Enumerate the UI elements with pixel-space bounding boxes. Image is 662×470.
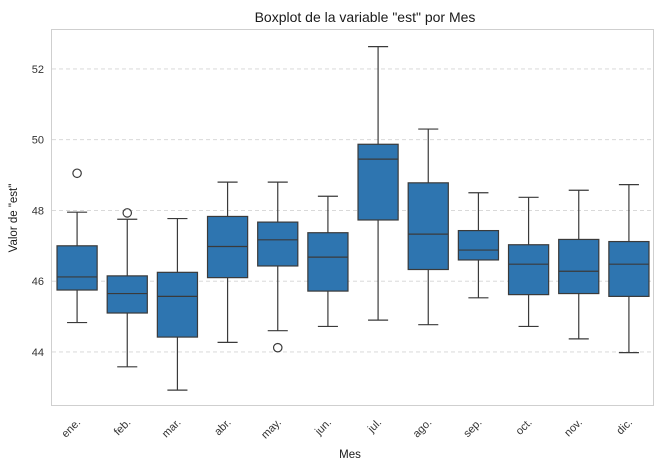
y-tick-label-50: 50: [32, 135, 44, 147]
box-sep: [457, 192, 500, 299]
box-feb: [106, 208, 148, 368]
box-abr: [206, 181, 249, 343]
iqr-box: [257, 221, 299, 267]
iqr-box: [307, 232, 349, 292]
iqr-box: [457, 229, 500, 261]
y-tick-label-44: 44: [32, 347, 44, 359]
box-jun: [307, 195, 349, 328]
box-oct: [507, 196, 550, 328]
outlier-point: [72, 168, 82, 179]
plot-frame: [51, 29, 654, 406]
iqr-box: [507, 244, 550, 296]
gridlines: [52, 68, 654, 353]
y-tick-label-48: 48: [32, 205, 44, 217]
box-mar: [156, 217, 199, 391]
iqr-box: [106, 275, 148, 314]
y-axis-label: Valor de "est": [8, 184, 20, 253]
box-dic: [608, 183, 650, 354]
outlier-point: [122, 208, 133, 218]
chart-title: Boxplot de la variable "est" por Mes: [255, 9, 476, 25]
iqr-box: [357, 143, 399, 221]
box-series: [56, 46, 650, 391]
box-jul: [357, 46, 399, 321]
y-tick-label-46: 46: [32, 276, 44, 288]
iqr-box: [608, 240, 650, 297]
iqr-box: [56, 245, 98, 291]
box-nov: [558, 189, 600, 340]
box-ene: [56, 168, 98, 324]
y-tick-labels: 44 46 48 50 52: [32, 64, 44, 359]
y-tick-label-52: 52: [32, 64, 44, 76]
box-may: [257, 181, 299, 353]
iqr-box: [558, 238, 600, 295]
iqr-box: [156, 271, 199, 338]
iqr-box: [407, 182, 449, 271]
box-ago: [407, 128, 449, 326]
x-axis-label: Mes: [339, 449, 361, 461]
outlier-point: [272, 342, 283, 353]
